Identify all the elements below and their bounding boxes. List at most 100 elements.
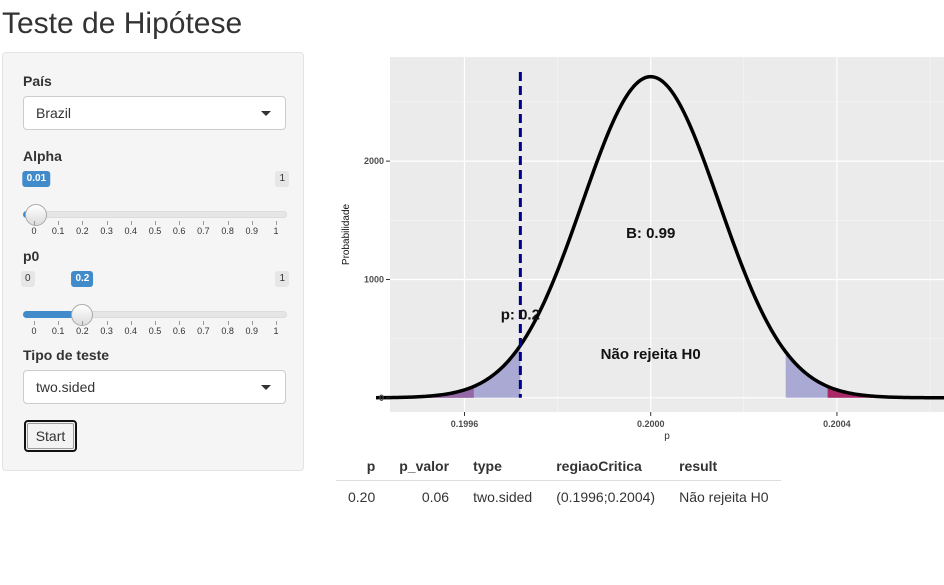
cell-type: two.sided	[473, 489, 533, 505]
p0-tick-mark	[34, 321, 35, 325]
alpha-tick-label: 0.5	[148, 226, 162, 236]
caret-down-icon	[261, 385, 271, 390]
p0-tick-mark	[82, 321, 84, 325]
p0-tick-label: 0.4	[124, 326, 138, 336]
p0-label: p0	[23, 248, 40, 264]
alpha-tick-mark	[58, 221, 60, 225]
test-type-label: Tipo de teste	[23, 347, 110, 363]
alpha-max-badge: 1	[275, 171, 289, 187]
alpha-tick-mark	[276, 221, 277, 225]
alpha-label: Alpha	[23, 148, 62, 164]
p0-tick-label: 1	[273, 326, 279, 336]
p0-tick-label: 0.6	[172, 326, 186, 336]
alpha-tick-label: 1	[273, 226, 279, 236]
p0-tick-label: 0.3	[100, 326, 113, 336]
plot-annotations: B: 0.99 p: 0.2 Não rejeita H0	[501, 225, 701, 363]
y-tick-label: 2000	[364, 156, 384, 166]
p0-slider[interactable]: 0 1 0.2 0 0.1 0.2 0.3 0.4 0.5 0.6 0.7 0.8 0.9 1	[21, 271, 289, 336]
alpha-slider-ticks: 0 0.1 0.2 0.3 0.4 0.5 0.6 0.7 0.8 0.9 1	[23, 221, 287, 239]
p0-tick-label: 0.7	[197, 326, 210, 336]
results-header-row: p p_valor type regiaoCritica result	[336, 452, 781, 481]
p0-tick-label: 0.8	[221, 326, 234, 336]
table-row: 0.20 0.06 two.sided (0.1996;0.2004) Não …	[336, 481, 781, 512]
alpha-slider[interactable]: 0 1 0.01 0 0.1 0.2 0.3 0.4 0.5 0.6 0.7 0.8 0.9 1	[22, 171, 289, 236]
col-header-p-valor: p_valor	[387, 452, 462, 481]
p0-slider-handle[interactable]	[71, 304, 94, 326]
cell-p-valor: 0.06	[421, 489, 450, 505]
x-tick-label: 0.2004	[823, 419, 851, 429]
alpha-tick-label: 0.4	[124, 226, 138, 236]
test-type-select-value: two.sided	[36, 379, 96, 395]
plot-grid	[390, 57, 944, 412]
p0-max-badge: 1	[275, 271, 289, 287]
alpha-tick-label: 0.1	[51, 226, 65, 236]
alpha-tick-label: 0.3	[100, 226, 113, 236]
alpha-tick-mark	[130, 221, 132, 225]
col-header-regiao-critica: regiaoCritica	[544, 452, 668, 481]
p0-slider-fill	[23, 311, 83, 318]
chart-annotation: Não rejeita H0	[601, 346, 701, 363]
x-tick-label: 0.1996	[451, 419, 479, 429]
col-header-result: result	[667, 452, 781, 481]
plot-panel	[390, 57, 944, 412]
p0-tick-label: 0.1	[51, 326, 65, 336]
p0-tick-mark	[58, 321, 60, 325]
p0-tick-mark	[106, 321, 108, 325]
cell-regiao-critica: (0.1996;0.2004)	[556, 489, 656, 505]
caret-down-icon	[261, 111, 271, 116]
plot-axes: 0.1996 0.2000 0.2004 0 1000 2000	[364, 156, 851, 429]
p0-tick-mark	[203, 321, 205, 325]
y-tick-label: 0	[379, 393, 384, 403]
col-header-p: p	[336, 452, 388, 481]
p0-tick-mark	[179, 321, 181, 325]
p0-tick-mark	[276, 321, 277, 325]
alpha-tick-label: 0.2	[76, 226, 89, 236]
x-axis-label: p	[664, 431, 670, 442]
alpha-value-badge: 0.01	[22, 171, 51, 187]
pvalue-region-lower	[376, 345, 521, 398]
alpha-slider-track[interactable]	[23, 211, 287, 218]
country-select-value: Brazil	[36, 105, 72, 121]
hypothesis-test-chart: 0.1996 0.2000 0.2004 0 1000 2000 B: 0.99 p: 0.…	[335, 52, 944, 452]
page-title: Teste de Hipótese	[2, 7, 243, 40]
p0-tick-mark	[155, 321, 156, 325]
alpha-tick-label: 0.6	[172, 226, 186, 236]
alpha-tick-mark	[179, 221, 181, 225]
country-select[interactable]: Brazil	[23, 96, 286, 130]
p0-tick-label: 0	[31, 326, 37, 336]
results-table: p p_valor type regiaoCritica result 0.20…	[336, 452, 781, 511]
chart-annotation: p: 0.2	[501, 307, 540, 324]
density-curve	[376, 74, 944, 400]
start-button[interactable]: Start	[24, 420, 77, 452]
alpha-tick-mark	[155, 221, 156, 225]
alpha-tick-mark	[227, 221, 229, 225]
alpha-tick-mark	[203, 221, 205, 225]
cell-result: Não rejeita H0	[679, 489, 769, 505]
p0-tick-label: 0.9	[245, 326, 259, 336]
alpha-tick-label: 0.7	[197, 226, 210, 236]
cell-p: 0.20	[348, 489, 376, 505]
p0-tick-mark	[227, 321, 229, 325]
alpha-tick-mark	[251, 221, 253, 225]
p0-tick-label: 0.2	[76, 326, 89, 336]
p0-tick-mark	[251, 321, 253, 325]
country-label: País	[23, 73, 52, 89]
x-tick-label: 0.2000	[637, 419, 665, 429]
sidebar-panel: País Brazil Alpha 0 1 0.01 0 0.1 0.2 0.3 0.4…	[2, 52, 304, 471]
alpha-tick-label: 0	[31, 226, 37, 236]
alpha-tick-mark	[82, 221, 84, 225]
alpha-tick-mark	[34, 221, 35, 225]
alpha-tick-mark	[106, 221, 108, 225]
chart-annotation: B: 0.99	[626, 225, 675, 242]
alpha-tick-label: 0.9	[245, 226, 259, 236]
p0-tick-label: 0.5	[148, 326, 162, 336]
y-axis-label: Probabilidade	[341, 203, 352, 265]
p0-slider-ticks: 0 0.1 0.2 0.3 0.4 0.5 0.6 0.7 0.8 0.9 1	[23, 321, 287, 339]
y-tick-label: 1000	[364, 274, 384, 284]
alpha-tick-label: 0.8	[221, 226, 234, 236]
test-type-select[interactable]: two.sided	[23, 370, 286, 404]
p0-tick-mark	[130, 321, 132, 325]
alpha-slider-handle[interactable]	[25, 204, 48, 226]
p0-value-badge: 0.2	[71, 271, 94, 287]
col-header-type: type	[461, 452, 545, 481]
